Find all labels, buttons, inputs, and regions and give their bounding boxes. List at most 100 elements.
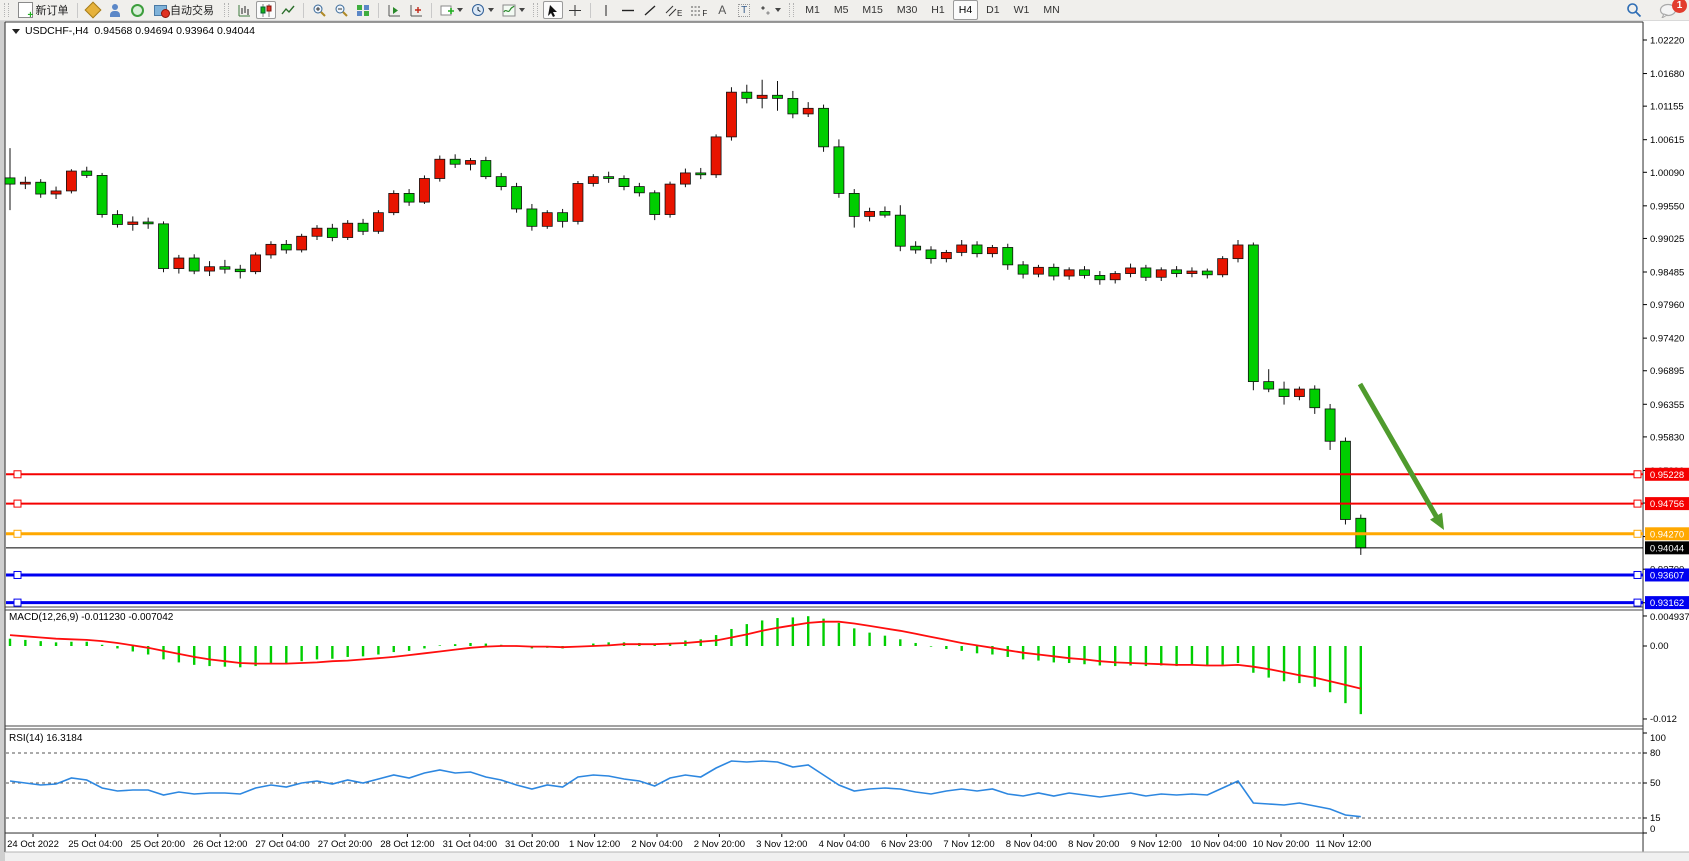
timeframe-button-m30[interactable]: M30 (896, 4, 918, 16)
price-line-handle[interactable] (1633, 499, 1642, 508)
chevron-down-icon (457, 8, 463, 12)
cursor-button[interactable] (543, 1, 563, 19)
candle-body (1125, 267, 1136, 274)
search-button[interactable] (1623, 1, 1645, 19)
new-chart-button[interactable] (437, 1, 466, 19)
tile-windows-button[interactable] (353, 1, 373, 19)
candle-body (403, 193, 415, 203)
price-line-handle[interactable] (13, 470, 22, 479)
price-tick-label: 0.99025 (1650, 234, 1684, 245)
price-line-handle[interactable] (1633, 470, 1642, 479)
rsi-tick-label: 15 (1650, 813, 1661, 824)
candle-body (173, 257, 185, 269)
candle-body (1002, 247, 1014, 266)
candle-body (511, 186, 522, 210)
timeframe-button-h1[interactable]: H1 (931, 4, 945, 16)
signals-button[interactable] (127, 1, 147, 19)
price-line-handle[interactable] (13, 598, 22, 607)
crosshair-icon (569, 4, 581, 16)
timeframe-button-d1[interactable]: D1 (986, 4, 1000, 16)
candlestick-chart-button[interactable] (256, 1, 276, 19)
candle-body (265, 243, 277, 256)
price-tick-label: 0.96895 (1650, 366, 1684, 377)
bar-chart-button[interactable] (234, 1, 254, 19)
profile-button[interactable] (105, 1, 125, 19)
zoom-out-button[interactable] (331, 1, 351, 19)
auto-scroll-button[interactable] (384, 1, 404, 19)
separator (303, 2, 304, 18)
candle-body (833, 146, 845, 194)
arrows-icon (761, 5, 771, 15)
price-line-handle[interactable] (1633, 598, 1642, 607)
price-line-handle[interactable] (13, 570, 22, 579)
trend-arrow[interactable] (1357, 382, 1440, 520)
time-tick-label: 9 Nov 12:00 (1131, 839, 1182, 850)
auto-trading-button[interactable]: 自动交易 (149, 1, 219, 19)
timeframe-button-h4[interactable]: H4 (952, 0, 979, 20)
notifications-button[interactable]: 1 (1656, 0, 1687, 19)
timeframe-button-mn[interactable]: MN (1043, 4, 1060, 16)
candle-body (1340, 440, 1351, 520)
separator (431, 2, 432, 18)
timeframe-button-m5[interactable]: M5 (833, 4, 849, 16)
candle-body (664, 183, 676, 215)
macd-tick-label: 0.004937 (1650, 612, 1689, 623)
trend-arrow-head[interactable] (1430, 512, 1444, 530)
text-button[interactable]: A (712, 1, 732, 19)
text-icon: A (718, 3, 727, 17)
separator (590, 2, 591, 18)
text-label-button[interactable]: T (734, 1, 754, 19)
fibonacci-button[interactable]: F (687, 1, 710, 19)
candle-body (1155, 269, 1167, 278)
vertical-line-button[interactable] (596, 1, 616, 19)
timeframe-button-m1[interactable]: M1 (805, 4, 820, 16)
candle-body (388, 193, 400, 214)
toolbar: + 新订单 自动交易 (0, 0, 1689, 21)
timeframe-group: M1 M5 M15 M30 H1 H4 D1 W1 MN (798, 0, 1066, 20)
candle-body (541, 212, 553, 227)
candle-body (1309, 388, 1321, 409)
new-order-button[interactable]: + 新订单 (14, 1, 72, 21)
chart-shift-button[interactable] (406, 1, 426, 19)
separator (77, 2, 78, 18)
candle-body (311, 227, 323, 237)
candle-body (1048, 266, 1060, 277)
candle-body (234, 268, 246, 273)
price-tick-label: 0.96355 (1650, 400, 1684, 411)
candle-body (434, 158, 446, 179)
timeframe-button-w1[interactable]: W1 (1013, 4, 1030, 16)
periods-button[interactable] (468, 1, 497, 19)
trendline-icon (644, 5, 656, 15)
price-tick-label: 1.01680 (1650, 69, 1684, 80)
candle-body (1263, 381, 1275, 390)
trendline-button[interactable] (640, 1, 660, 19)
candle-body (910, 245, 922, 251)
arrows-button[interactable] (756, 1, 784, 19)
price-line-label: 0.93607 (1650, 570, 1684, 581)
candle-body (1186, 270, 1198, 274)
line-chart-button[interactable] (278, 1, 298, 19)
line-chart-icon (281, 5, 295, 14)
indicators-button[interactable] (499, 1, 528, 19)
price-line-handle[interactable] (13, 499, 22, 508)
candle-body (987, 247, 998, 255)
symbol-title[interactable]: USDCHF-,H4 0.94568 0.94694 0.93964 0.940… (12, 25, 255, 37)
horizontal-line-button[interactable] (618, 1, 638, 19)
candle-body (449, 158, 461, 165)
zoom-in-button[interactable] (309, 1, 329, 19)
channel-button[interactable]: E (662, 1, 685, 19)
time-tick-label: 8 Nov 04:00 (1006, 839, 1057, 850)
time-tick-label: 1 Nov 12:00 (569, 839, 620, 850)
time-tick-label: 31 Oct 20:00 (505, 839, 559, 850)
market-button[interactable] (83, 1, 103, 19)
crosshair-button[interactable] (565, 1, 585, 19)
price-line-label: 0.94044 (1650, 543, 1684, 554)
timeframe-button-m15[interactable]: M15 (862, 4, 883, 16)
candle-body (81, 170, 93, 176)
price-line-handle[interactable] (1633, 570, 1642, 579)
one-click-trading-toggle-icon[interactable] (12, 28, 20, 34)
toolbar-grip (789, 3, 795, 17)
price-line-handle[interactable] (1633, 529, 1642, 538)
price-line-handle[interactable] (13, 529, 22, 538)
